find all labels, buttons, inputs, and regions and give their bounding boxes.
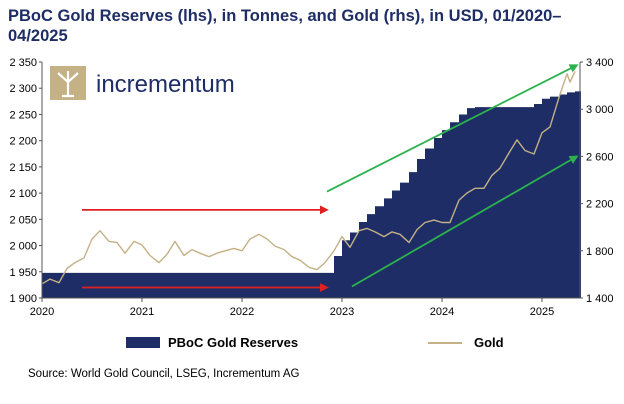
left-y-tick-label: 2 300: [9, 83, 37, 95]
left-y-tick-label: 2 100: [9, 188, 37, 200]
left-y-tick-label: 2 150: [9, 162, 37, 174]
left-y-tick-label: 1 950: [9, 267, 37, 279]
right-y-tick-label: 3 400: [586, 57, 614, 69]
left-y-tick-label: 2 250: [9, 109, 37, 121]
left-y-tick-label: 2 000: [9, 241, 37, 253]
gold-price-line: [41, 71, 576, 285]
brand-logo-text: incrementum: [96, 71, 235, 98]
left-y-tick-label: 2 050: [9, 214, 37, 226]
chart-title: PBoC Gold Reserves (lhs), in Tonnes, and…: [8, 7, 562, 45]
right-y-tick-label: 1 800: [586, 246, 614, 258]
left-y-tick-label: 2 350: [9, 57, 37, 69]
legend-swatch-reserves: [126, 337, 160, 348]
uptrend-arrow: [351, 155, 579, 288]
logo-tree-branches-icon: [57, 71, 79, 98]
x-tick-label: 2023: [330, 306, 354, 318]
left-y-tick-label: 2 200: [9, 136, 37, 148]
x-tick-label: 2025: [530, 306, 554, 318]
right-y-tick-label: 3 000: [586, 104, 614, 116]
legend-label-reserves: PBoC Gold Reserves: [168, 335, 298, 350]
left-y-tick-label: 1 900: [9, 293, 37, 305]
right-y-tick-label: 2 200: [586, 199, 614, 211]
x-tick-label: 2024: [430, 306, 454, 318]
right-y-tick-label: 2 600: [586, 151, 614, 163]
right-y-tick-label: 1 400: [586, 293, 614, 305]
pboc-reserves-area: [42, 91, 581, 298]
x-tick-label: 2020: [30, 306, 54, 318]
uptrend-arrow: [326, 64, 579, 193]
source-note: Source: World Gold Council, LSEG, Increm…: [28, 368, 300, 380]
x-tick-label: 2021: [130, 306, 154, 318]
x-tick-label: 2022: [230, 306, 254, 318]
legend-label-gold: Gold: [474, 335, 504, 350]
